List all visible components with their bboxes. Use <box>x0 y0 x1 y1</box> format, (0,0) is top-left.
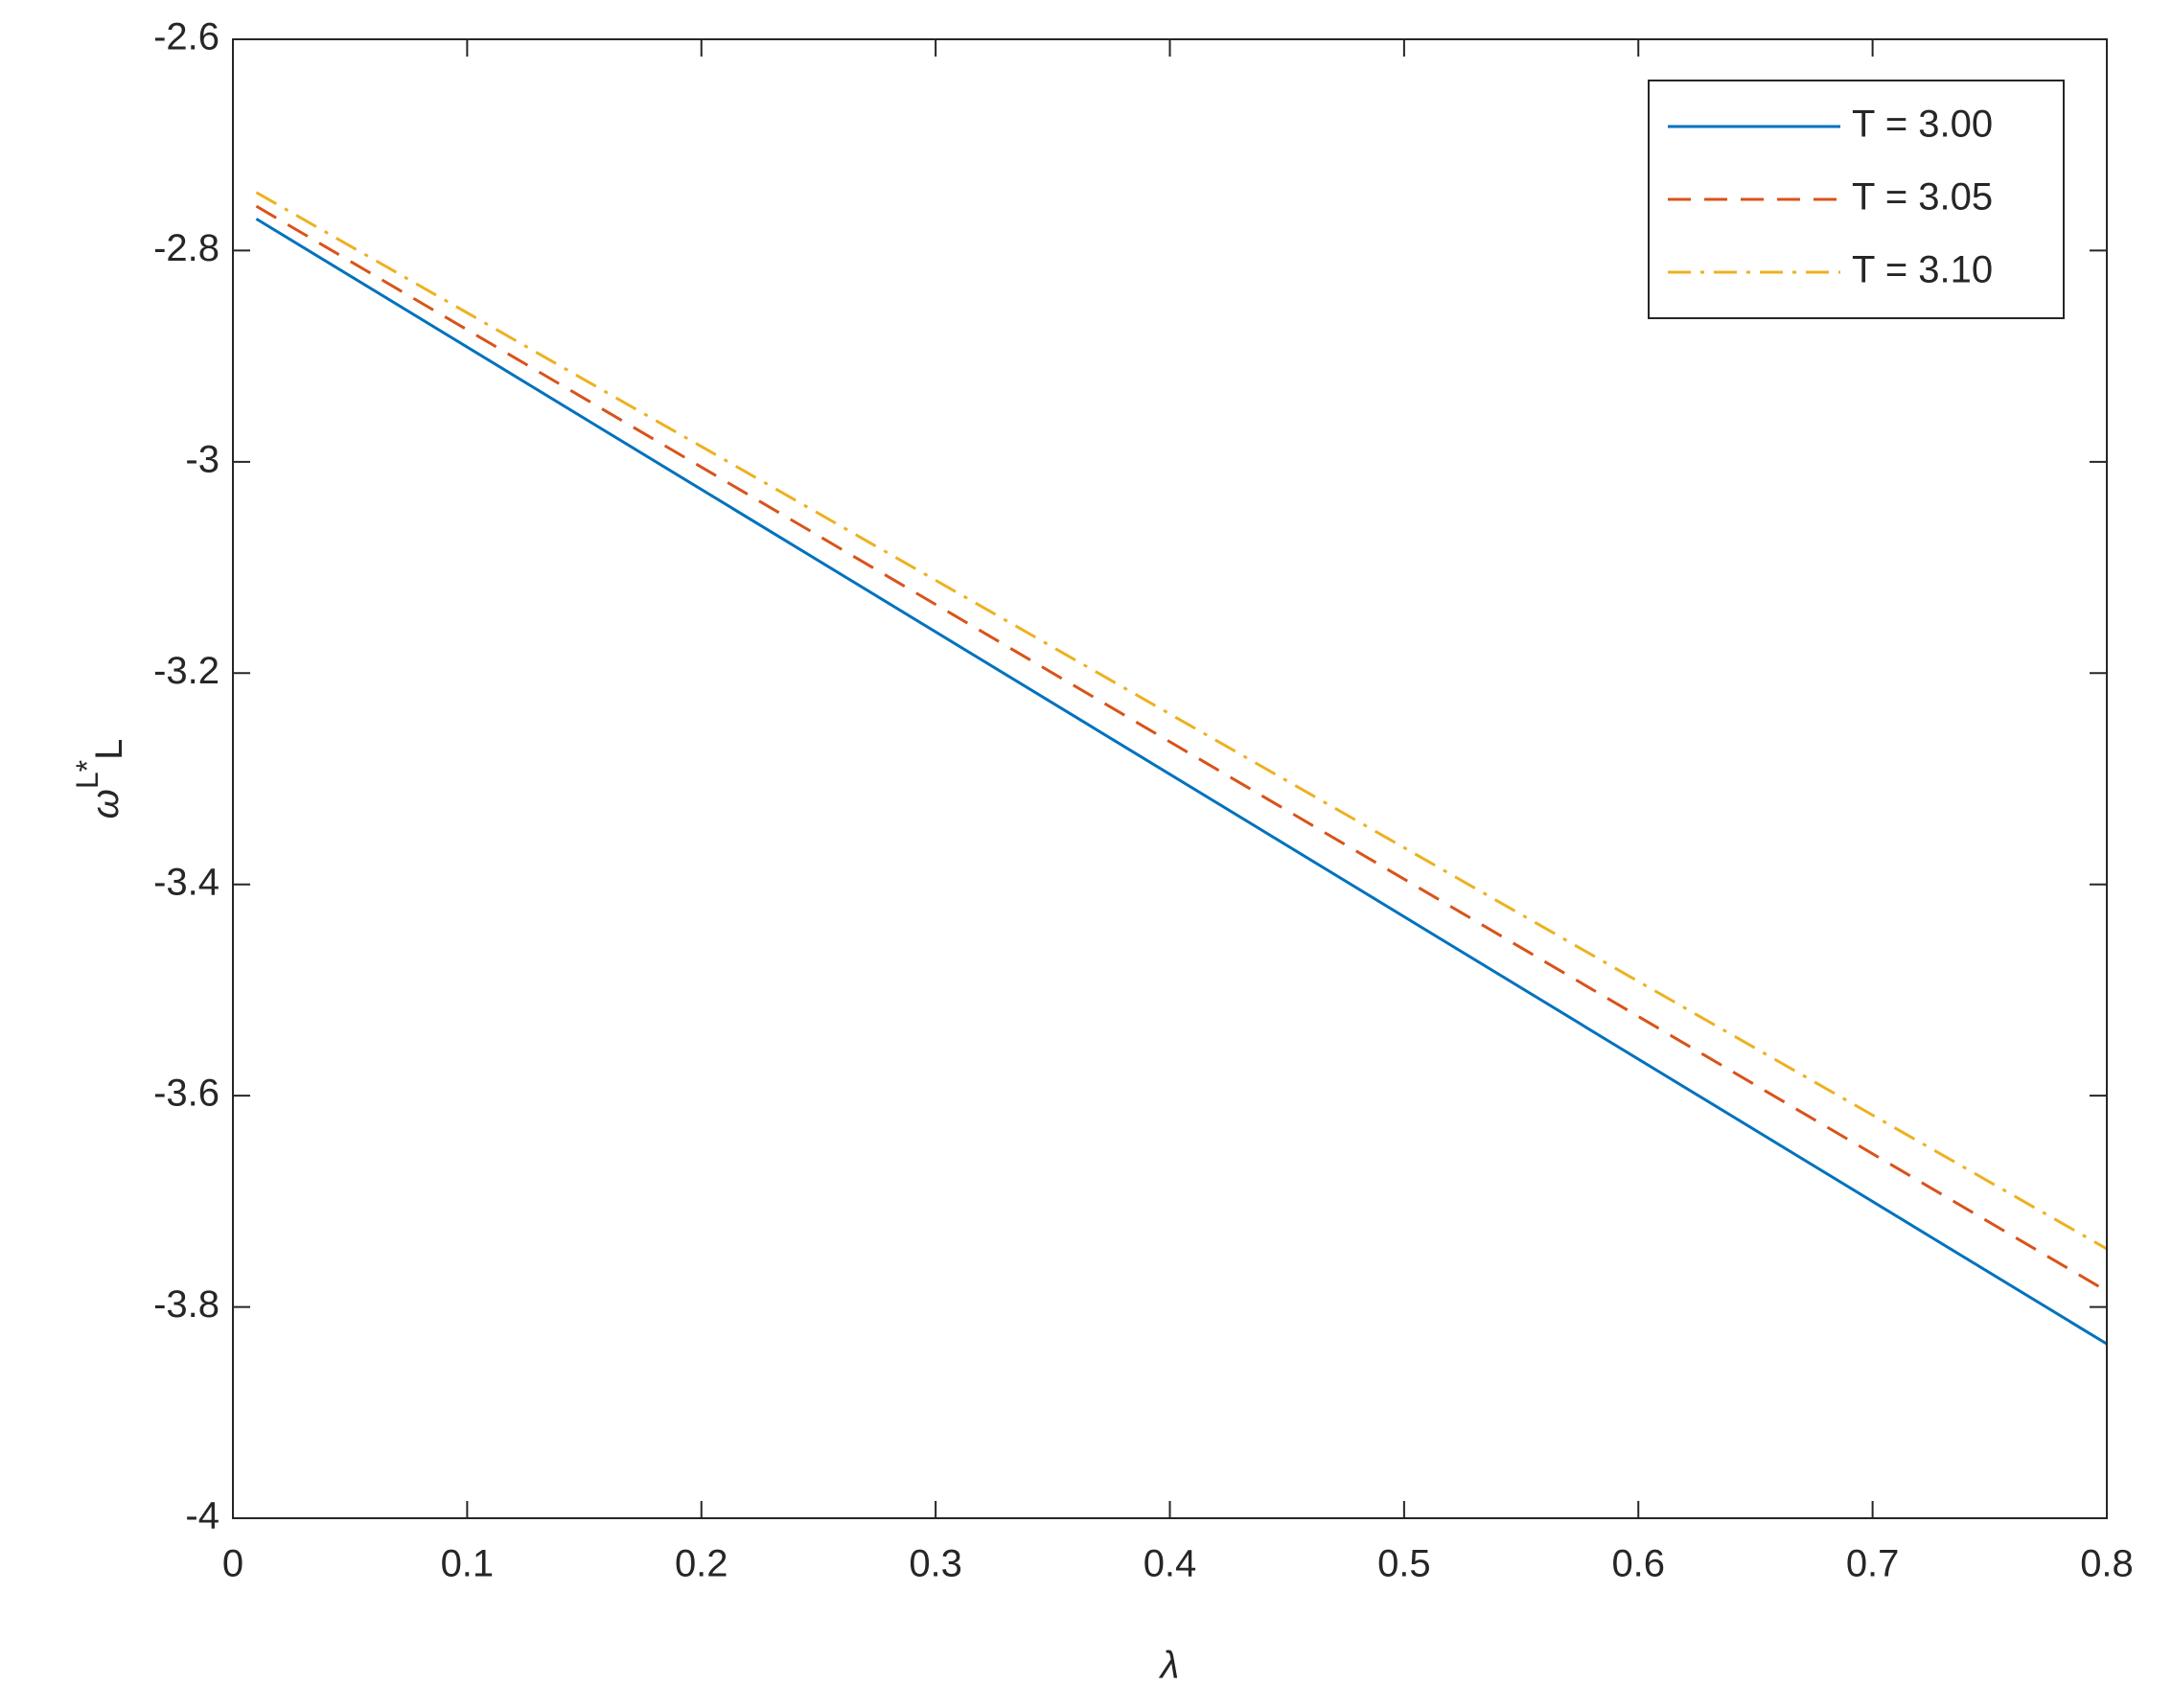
y-label-sub: L <box>88 739 130 760</box>
y-axis-label: ωL*L <box>70 739 129 819</box>
x-tick-label: 0.8 <box>2080 1543 2134 1585</box>
y-label-base: ω <box>84 789 127 819</box>
y-tick-label: -3.8 <box>153 1283 220 1326</box>
y-tick-label: -3 <box>185 438 220 480</box>
plot-frame <box>232 38 2108 1519</box>
y-tick-label: -3.4 <box>153 861 220 903</box>
legend-label: T = 3.05 <box>1852 176 1993 219</box>
x-tick-label: 0.6 <box>1611 1543 1665 1585</box>
series-line <box>255 191 2108 1251</box>
series-line <box>255 218 2108 1346</box>
y-tick-label: -3.2 <box>153 650 220 692</box>
series-line <box>255 204 2108 1293</box>
x-tick-label: 0.7 <box>1846 1543 1900 1585</box>
y-tick-label: -2.8 <box>153 227 220 269</box>
legend-label: T = 3.10 <box>1852 249 1993 291</box>
legend-label: T = 3.00 <box>1852 104 1993 146</box>
x-tick-label: 0.5 <box>1377 1543 1431 1585</box>
y-tick-label: -4 <box>185 1495 220 1537</box>
x-tick-label: 0 <box>222 1543 243 1585</box>
x-tick-label: 0.3 <box>909 1543 962 1585</box>
y-tick-label: -2.6 <box>153 16 220 58</box>
x-tick-label: 0.4 <box>1144 1543 1197 1585</box>
x-tick-label: 0.1 <box>441 1543 495 1585</box>
x-axis-label: λ <box>1159 1645 1180 1687</box>
y-tick-label: -3.6 <box>153 1073 220 1115</box>
y-label-sup: L* <box>70 760 104 789</box>
x-tick-label: 0.2 <box>675 1543 728 1585</box>
